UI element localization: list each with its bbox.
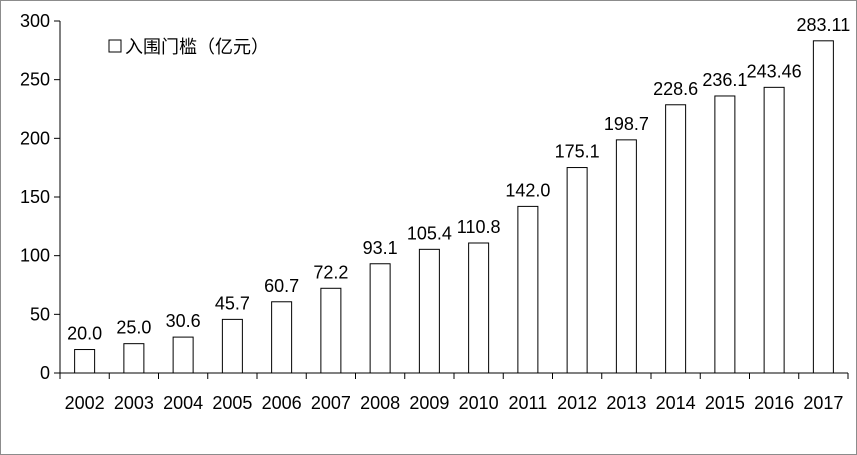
x-tick-label: 2007 <box>311 393 351 413</box>
data-label: 236.1 <box>702 70 747 90</box>
y-tick-label: 300 <box>20 11 50 31</box>
x-tick-label: 2003 <box>114 393 154 413</box>
bar <box>123 343 145 374</box>
bar <box>468 242 490 374</box>
x-tick-label: 2010 <box>459 393 499 413</box>
bar <box>172 336 194 374</box>
x-tick-label: 2009 <box>409 393 449 413</box>
bar <box>221 318 243 374</box>
y-tick-label: 150 <box>20 187 50 207</box>
x-tick-label: 2017 <box>803 393 843 413</box>
y-tick-label: 250 <box>20 70 50 90</box>
data-label: 72.2 <box>313 262 348 282</box>
x-tick-label: 2013 <box>606 393 646 413</box>
x-tick-label: 2006 <box>262 393 302 413</box>
x-tick-label: 2005 <box>212 393 252 413</box>
data-label: 60.7 <box>264 276 299 296</box>
y-tick-label: 0 <box>40 363 50 383</box>
bars <box>74 40 834 374</box>
y-tick-label: 200 <box>20 128 50 148</box>
data-label: 93.1 <box>363 238 398 258</box>
x-tick-label: 2016 <box>754 393 794 413</box>
x-tick-label: 2008 <box>360 393 400 413</box>
y-axis: 0 50 100 150 200 250 300 <box>20 11 61 383</box>
data-label: 175.1 <box>555 142 600 162</box>
data-label: 142.0 <box>505 180 550 200</box>
bar <box>74 349 96 374</box>
data-label: 110.8 <box>457 217 501 237</box>
y-tick-label: 100 <box>20 246 50 266</box>
data-label: 228.6 <box>653 79 698 99</box>
bar <box>271 301 293 374</box>
bar <box>615 139 637 374</box>
legend-swatch <box>108 39 122 53</box>
bar <box>320 287 342 374</box>
bar <box>369 263 391 374</box>
x-tick-label: 2011 <box>509 393 548 413</box>
x-tick-label: 2015 <box>705 393 745 413</box>
x-tick-label: 2014 <box>656 393 696 413</box>
bar <box>418 248 440 374</box>
data-label: 25.0 <box>116 318 151 338</box>
x-tick-label: 2002 <box>65 393 105 413</box>
bar <box>714 95 736 374</box>
data-label: 283.11 <box>797 15 851 35</box>
data-label: 30.6 <box>166 311 201 331</box>
data-label: 105.4 <box>407 223 452 243</box>
bar <box>665 104 687 374</box>
bar <box>812 40 834 374</box>
data-label: 20.0 <box>67 324 102 344</box>
bar <box>517 205 539 374</box>
bar <box>763 86 785 374</box>
x-tick-label: 2012 <box>557 393 597 413</box>
x-tick-label: 2004 <box>163 393 203 413</box>
legend-label: 入围门槛（亿元） <box>125 37 269 58</box>
data-label: 198.7 <box>604 114 649 134</box>
y-tick-label: 50 <box>30 304 50 324</box>
data-label: 243.46 <box>747 61 802 81</box>
data-label: 45.7 <box>215 293 250 313</box>
bar <box>566 167 588 374</box>
legend: 入围门槛（亿元） <box>108 37 269 58</box>
x-axis: 2002 2003 2004 2005 2006 2007 2008 2009 2010 2011… <box>59 372 849 413</box>
data-labels: 20.0 25.0 30.6 45.7 60.7 72.2 93.1 105.4 110.814… <box>67 15 850 344</box>
